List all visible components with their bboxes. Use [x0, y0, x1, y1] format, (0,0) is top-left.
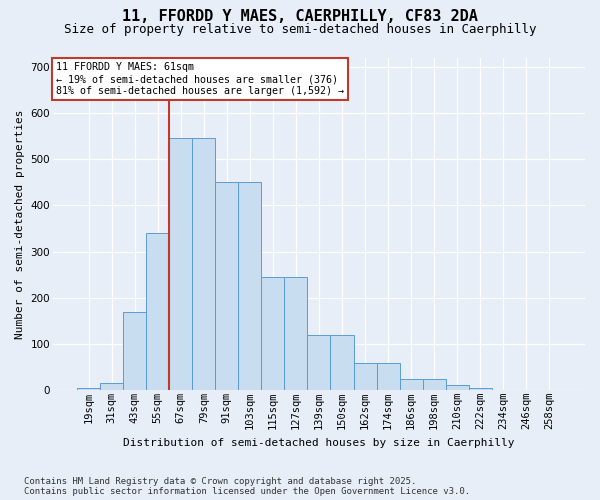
- Bar: [331, 335, 353, 390]
- Text: 11 FFORDD Y MAES: 61sqm
← 19% of semi-detached houses are smaller (376)
81% of s: 11 FFORDD Y MAES: 61sqm ← 19% of semi-de…: [56, 62, 344, 96]
- Bar: [469, 388, 492, 390]
- Bar: [193, 138, 215, 390]
- Bar: [422, 378, 446, 390]
- Bar: [262, 277, 284, 390]
- Y-axis label: Number of semi-detached properties: Number of semi-detached properties: [15, 109, 25, 338]
- Bar: [77, 388, 100, 390]
- X-axis label: Distribution of semi-detached houses by size in Caerphilly: Distribution of semi-detached houses by …: [123, 438, 515, 448]
- Bar: [400, 378, 422, 390]
- Bar: [446, 384, 469, 390]
- Bar: [215, 182, 238, 390]
- Bar: [238, 182, 262, 390]
- Bar: [353, 362, 377, 390]
- Bar: [307, 335, 331, 390]
- Bar: [169, 138, 193, 390]
- Text: 11, FFORDD Y MAES, CAERPHILLY, CF83 2DA: 11, FFORDD Y MAES, CAERPHILLY, CF83 2DA: [122, 9, 478, 24]
- Bar: [123, 312, 146, 390]
- Bar: [284, 277, 307, 390]
- Bar: [377, 362, 400, 390]
- Bar: [146, 233, 169, 390]
- Text: Contains HM Land Registry data © Crown copyright and database right 2025.
Contai: Contains HM Land Registry data © Crown c…: [24, 476, 470, 496]
- Bar: [100, 384, 123, 390]
- Text: Size of property relative to semi-detached houses in Caerphilly: Size of property relative to semi-detach…: [64, 22, 536, 36]
